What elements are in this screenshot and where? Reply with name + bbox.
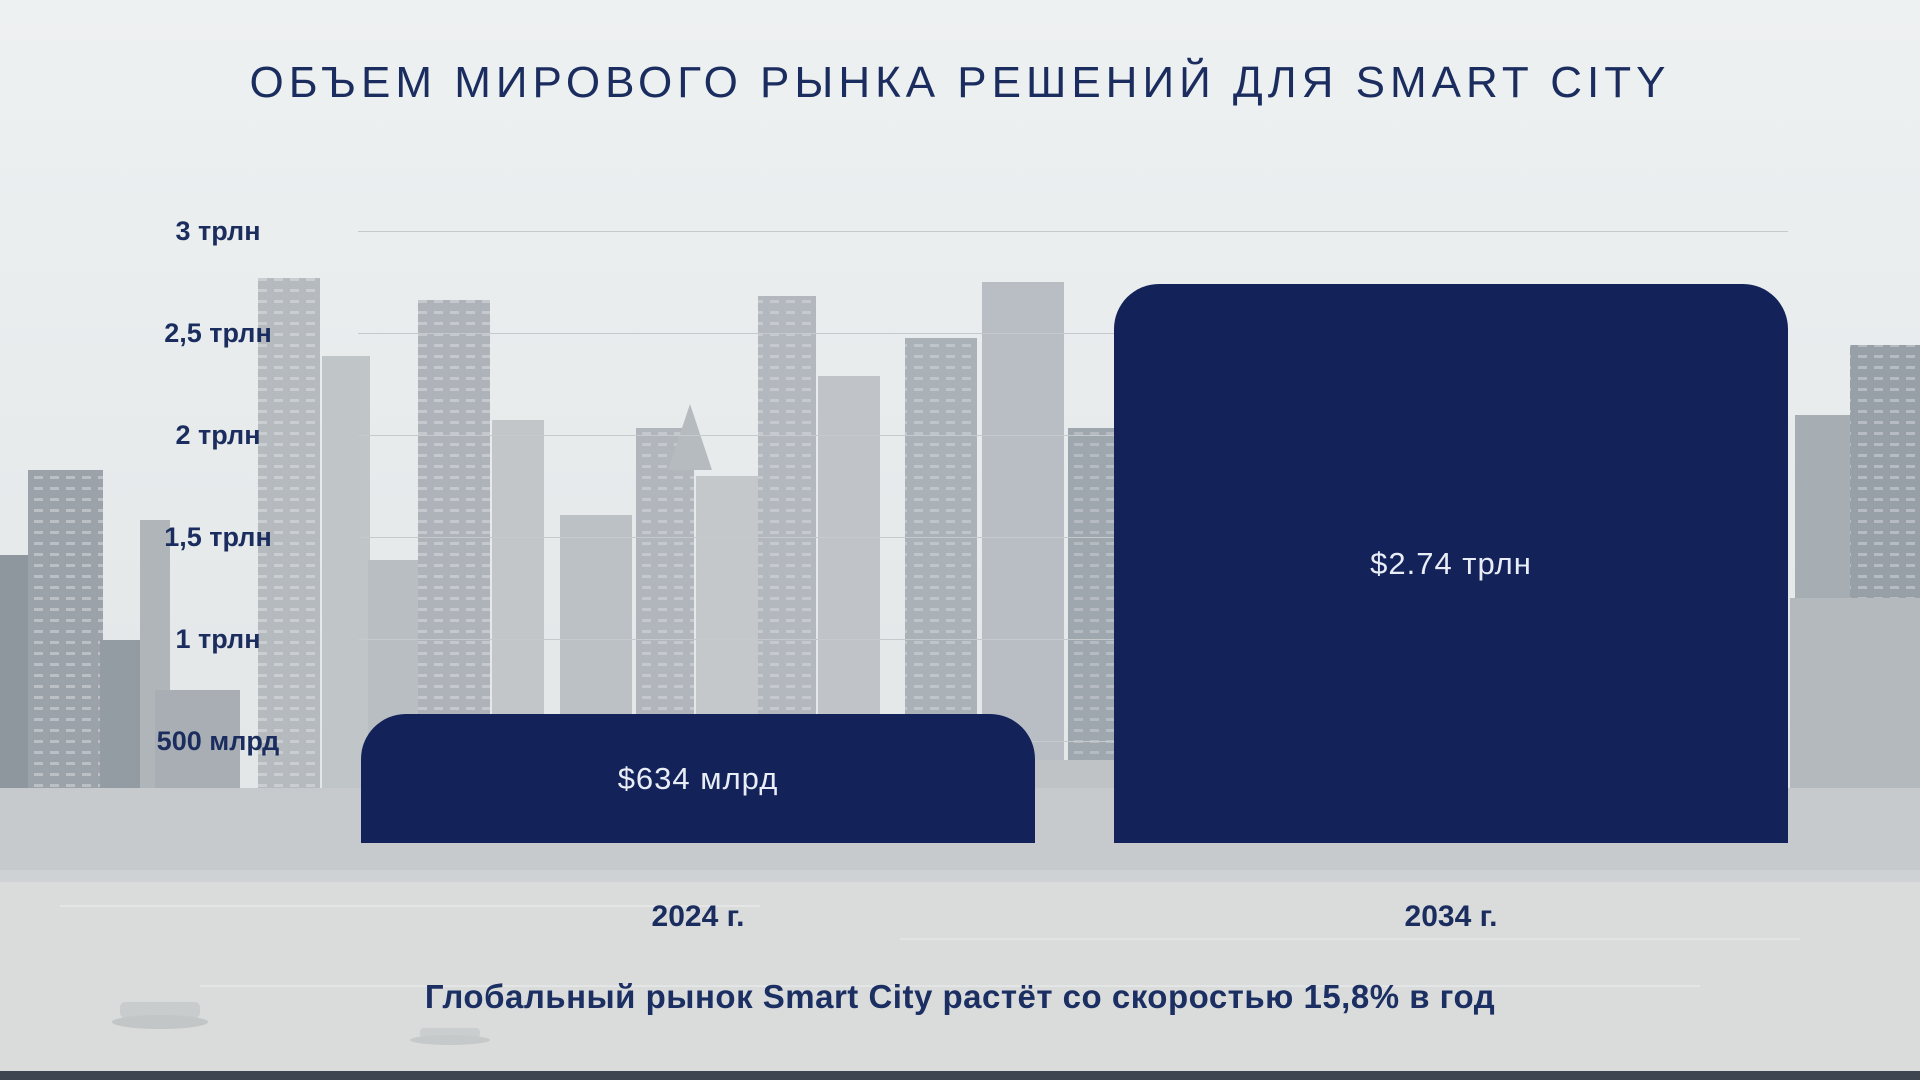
- y-axis-tick-label: 1 трлн: [175, 624, 261, 654]
- chart-title: ОБЪЕМ МИРОВОГО РЫНКА РЕШЕНИЙ ДЛЯ SMART C…: [249, 58, 1671, 107]
- gridline: [358, 639, 1788, 640]
- y-axis-tick-label: 1,5 трлн: [164, 522, 272, 552]
- bar-value-label: $2.74 трлн: [1370, 545, 1532, 581]
- bar-2024-г: $634 млрд: [361, 714, 1035, 843]
- x-axis-category-label: 2024 г.: [651, 900, 745, 933]
- gridline: [358, 741, 1788, 742]
- waterfront: [0, 870, 1920, 1072]
- y-axis-tick-label: 2,5 трлн: [164, 318, 272, 348]
- bar-2034-г: $2.74 трлн: [1114, 284, 1788, 843]
- y-axis-tick-label: 2 трлн: [175, 420, 261, 450]
- bar-value-label: $634 млрд: [617, 760, 779, 796]
- gridline: [358, 435, 1788, 436]
- gridline: [358, 231, 1788, 232]
- y-axis-tick-label: 500 млрд: [156, 726, 280, 756]
- bottom-edge-strip: [0, 1071, 1920, 1080]
- gridline: [358, 537, 1788, 538]
- y-axis-tick-label: 3 трлн: [175, 216, 261, 246]
- chart-subtitle: Глобальный рынок Smart City растёт со ск…: [424, 978, 1496, 1015]
- gridline: [358, 333, 1788, 334]
- x-axis-category-label: 2034 г.: [1404, 900, 1498, 933]
